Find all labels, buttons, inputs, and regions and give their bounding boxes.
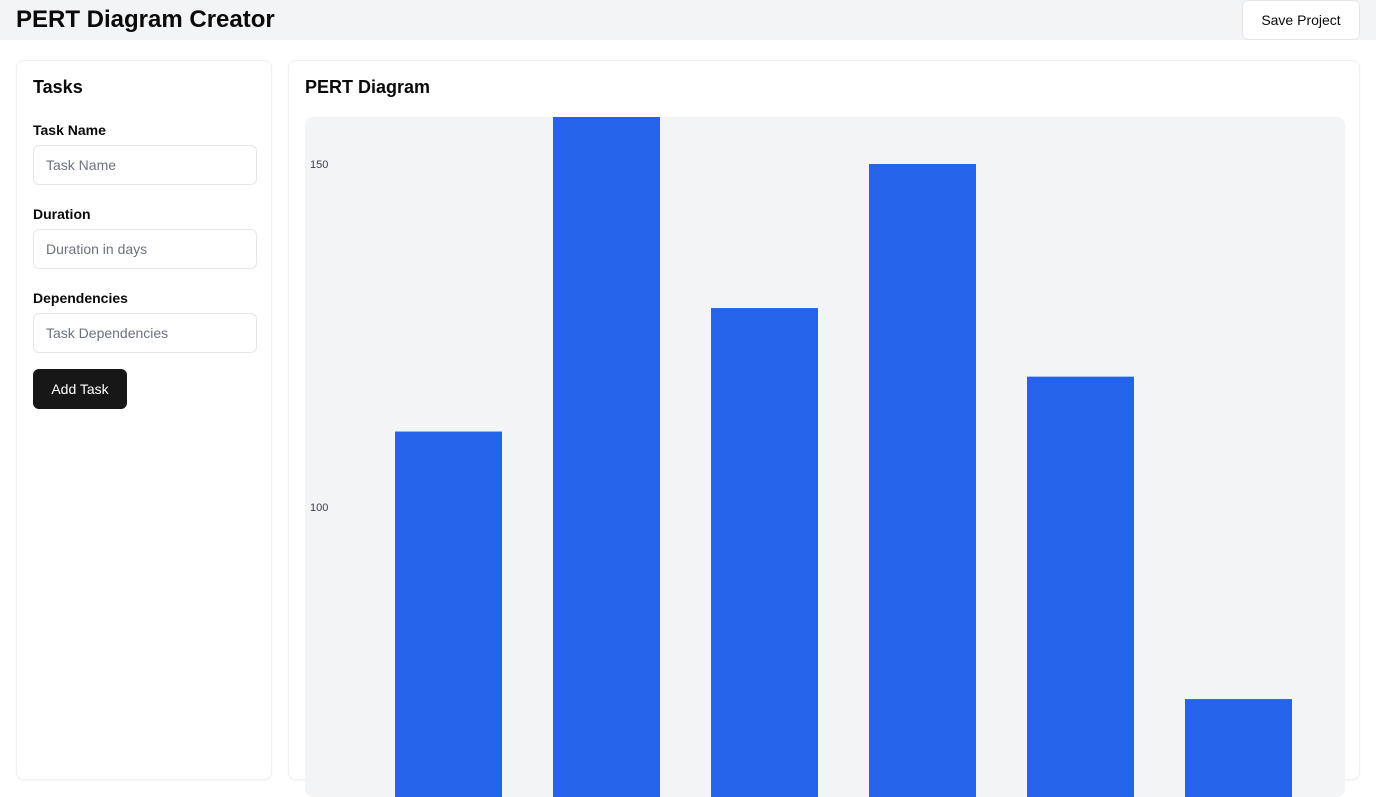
y-tick-label: 100	[310, 502, 328, 514]
diagram-panel-title: PERT Diagram	[305, 77, 431, 97]
add-task-button[interactable]: Add Task	[33, 369, 127, 409]
dependencies-input[interactable]	[33, 313, 257, 353]
y-tick-label: 150	[310, 159, 328, 171]
top-bar: PERT Diagram Creator Save Project	[0, 0, 1376, 40]
app-title: PERT Diagram Creator	[16, 6, 275, 33]
bar-6	[1185, 699, 1292, 797]
pert-chart-area: 100 150	[305, 117, 1345, 797]
duration-input[interactable]	[33, 229, 257, 269]
tasks-panel: Tasks Task Name Duration Dependencies Ad…	[16, 60, 272, 780]
duration-label: Duration	[33, 206, 91, 222]
bar-1	[395, 431, 502, 797]
task-name-input[interactable]	[33, 145, 257, 185]
tasks-panel-title: Tasks	[33, 77, 83, 97]
diagram-panel: PERT Diagram 100 150	[288, 60, 1360, 797]
task-name-label: Task Name	[33, 122, 106, 138]
dependencies-label: Dependencies	[33, 290, 128, 306]
bar-3	[711, 308, 818, 797]
pert-bar-chart: 100 150	[310, 117, 1292, 797]
bar-2	[553, 117, 660, 797]
bar-4	[869, 164, 976, 797]
save-project-button[interactable]: Save Project	[1242, 0, 1360, 40]
bar-5	[1027, 376, 1134, 797]
